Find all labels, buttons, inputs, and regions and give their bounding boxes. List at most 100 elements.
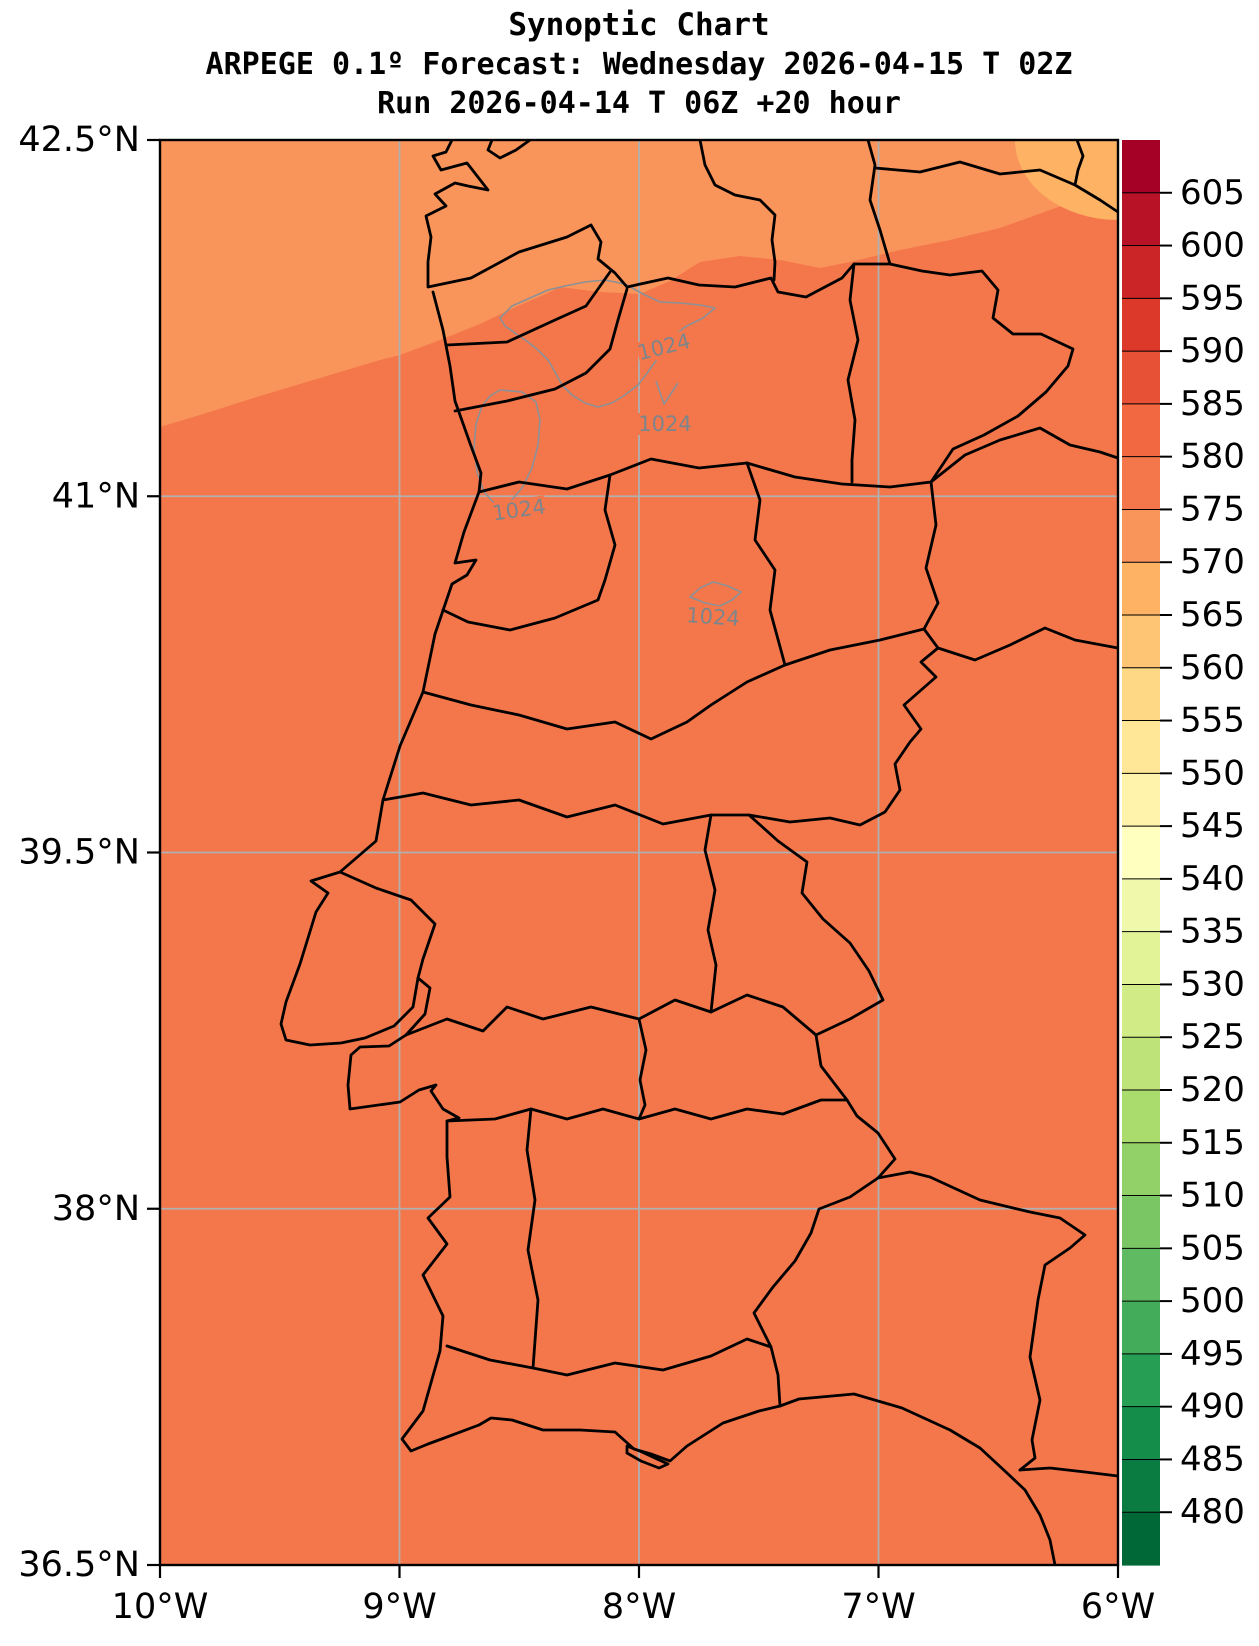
isobar-label-gap	[635, 329, 693, 365]
district-evora-portalegre	[404, 993, 818, 1037]
y-tick-label-36.5°N: 36.5°N	[18, 1545, 140, 1585]
colorbar-tick-label-510: 510	[1180, 1176, 1245, 1216]
colorbar-segment-485-490	[1122, 1406, 1160, 1461]
colorbar-segment-545-550	[1122, 773, 1160, 827]
colorbar-segment-580-585	[1122, 403, 1160, 458]
isobar-label-group: 1024	[638, 412, 692, 436]
district-evora-beja	[445, 1098, 849, 1123]
colorbar-tick-label-520: 520	[1180, 1070, 1245, 1110]
colorbar-tick-label-530: 530	[1180, 964, 1245, 1004]
colorbar-segment-490-495	[1122, 1353, 1160, 1408]
isobar-label-gap	[490, 495, 548, 525]
district-braga-porto	[453, 287, 629, 413]
spain-zamora-north	[873, 160, 1118, 214]
colorbar-tick-label-605: 605	[1180, 173, 1245, 213]
colorbar-segment-520-525	[1122, 1037, 1160, 1091]
colorbar-tick-label-485: 485	[1180, 1439, 1245, 1479]
chart-title: Synoptic Chart	[508, 7, 770, 43]
district-santarem-portalegre	[703, 813, 718, 1014]
colorbar-tick-label-495: 495	[1180, 1334, 1245, 1374]
colorbar-tick-label-525: 525	[1180, 1017, 1245, 1057]
colorbar-segment-500-505	[1122, 1248, 1160, 1302]
district-setubal-beja	[525, 1107, 540, 1370]
district-viseu-guarda	[745, 461, 787, 667]
colorbar-segment-525-530	[1122, 984, 1160, 1038]
spain-zamora-salamanca-douro	[929, 426, 1118, 484]
district-coimbra-castelobranco	[421, 627, 926, 741]
colorbar-tick-label-500: 500	[1180, 1281, 1245, 1321]
colorbar-segment-505-510	[1122, 1195, 1160, 1249]
portugal-coastline	[279, 290, 782, 1463]
district-leiria-santarem-tejo	[381, 791, 751, 826]
colorbar-tick-label-515: 515	[1180, 1123, 1245, 1163]
isobar-label-1024: 1024	[638, 412, 691, 436]
district-beja-faro	[445, 1337, 773, 1377]
colorbar-segment-495-500	[1122, 1301, 1160, 1355]
x-tick-label-8°W: 8°W	[602, 1587, 676, 1627]
colorbar-tick-label-565: 565	[1180, 595, 1245, 635]
x-tick-label-10°W: 10°W	[112, 1587, 209, 1627]
colorbar-tick-label-540: 540	[1180, 859, 1245, 899]
colorbar-tick-label-580: 580	[1180, 437, 1245, 477]
y-tick-label-38°N: 38°N	[52, 1189, 140, 1229]
isobar-1024-small	[689, 581, 742, 607]
colorbar-tick-label-585: 585	[1180, 384, 1245, 424]
colorbar-segment-540-545	[1122, 826, 1160, 880]
colorbar-tick-label-480: 480	[1180, 1492, 1245, 1532]
spain-huelva-sevilla	[1018, 1466, 1118, 1478]
colorbar-segment-585-590	[1122, 351, 1160, 405]
colorbar-tick-label-560: 560	[1180, 648, 1245, 688]
y-tick-label-42.5°N: 42.5°N	[18, 120, 140, 160]
colorbar-tick-label-570: 570	[1180, 542, 1245, 582]
spain-leon-line	[1073, 140, 1085, 187]
colorbar-segment-480-485	[1122, 1459, 1160, 1513]
district-viana-braga	[445, 270, 612, 347]
colorbar-tick-label-535: 535	[1180, 912, 1245, 952]
chart-run-info: Run 2026-04-14 T 06Z +20 hour	[377, 86, 901, 121]
district-douro-river-line	[477, 457, 933, 494]
colorbar-segment-560-565	[1122, 615, 1160, 669]
colorbar-tick-label-600: 600	[1180, 226, 1245, 266]
x-tick-label-9°W: 9°W	[362, 1587, 436, 1627]
colorbar-tick-label-555: 555	[1180, 701, 1245, 741]
y-tick-label-39.5°N: 39.5°N	[18, 833, 140, 873]
ria-top-stub	[486, 140, 532, 160]
isobar-label-1024: 1024	[686, 603, 741, 631]
colorbar-segment-535-540	[1122, 878, 1160, 933]
colorbar-tick-label-575: 575	[1180, 489, 1245, 529]
colorbar-segment-550-555	[1122, 720, 1160, 774]
colorbar-segment-600-605	[1122, 192, 1160, 247]
colorbar-segment-530-535	[1122, 931, 1160, 986]
isobar-label-gap	[638, 413, 692, 435]
colorbar-segment-570-575	[1122, 509, 1160, 563]
colorbar-segment-510-515	[1122, 1142, 1160, 1197]
colorbar-tick-label-595: 595	[1180, 278, 1245, 318]
district-vilareal-braganca	[846, 262, 860, 484]
colorbar-tick-label-545: 545	[1180, 806, 1245, 846]
colorbar-segment-575-580	[1122, 456, 1160, 511]
colorbar-segment-590-595	[1122, 298, 1160, 352]
x-tick-label-6°W: 6°W	[1081, 1587, 1155, 1627]
district-lisboa-leiria	[338, 870, 437, 980]
isobar-label-gap	[685, 604, 741, 630]
spain-castilla-extremadura	[936, 626, 1118, 662]
isobar-label-group: 1024	[685, 603, 741, 631]
colorbar-tick-label-550: 550	[1180, 753, 1245, 793]
colorbar-segment-605-610	[1122, 140, 1160, 194]
colorbar-segment-515-520	[1122, 1090, 1160, 1144]
colorbar-tick-label-490: 490	[1180, 1387, 1245, 1427]
district-setubal-evora	[637, 1017, 648, 1121]
ria-formosa-lagoon	[625, 1444, 670, 1470]
x-tick-label-7°W: 7°W	[841, 1587, 915, 1627]
colorbar-tick-label-590: 590	[1180, 331, 1245, 371]
title-block: Synoptic Chart ARPEGE 0.1º Forecast: Wed…	[206, 6, 1073, 123]
galicia-coast-minho-river-and-spain-border	[424, 140, 1075, 1408]
spain-pontevedra-ourense	[698, 140, 777, 282]
district-aveiro-viseu-coimbra	[441, 473, 617, 632]
colorbar-segment-475-480	[1122, 1512, 1160, 1566]
colorbar-segment-565-570	[1122, 562, 1160, 616]
spain-south-coast	[778, 1392, 1057, 1565]
